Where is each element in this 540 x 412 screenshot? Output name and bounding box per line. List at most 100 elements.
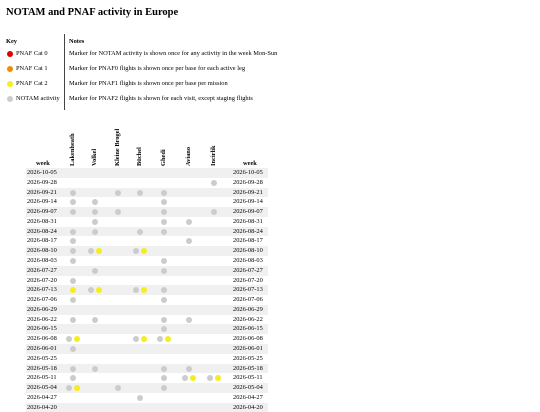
row-stripe [26,265,268,276]
note: Marker for PNAF2 flights is shown for ea… [69,95,253,102]
base-header: Ghedi [160,149,167,166]
week-label: 2026-05-11 [233,374,263,382]
divider [64,34,65,110]
marker [66,336,73,343]
row-stripe [26,226,268,237]
title: NOTAM and PNAF activity in Europe [6,7,179,18]
note: Marker for PNAF0 flights is shown once p… [69,65,246,72]
week-label: 2026-06-22 [233,315,263,323]
marker [92,228,98,235]
week-label: 2026-08-24 [233,227,263,235]
week-label: 2026-06-08 [233,335,263,343]
key-dot [7,81,13,87]
marker [161,189,167,196]
row-stripe [26,168,268,178]
week-label: 2026-07-13 [233,286,263,294]
marker [115,209,121,216]
row-stripe [26,324,268,335]
week-label: 2026-07-20 [27,276,57,284]
week-label: 2026-06-22 [27,315,57,323]
row-stripe [26,285,268,296]
marker [137,394,143,401]
base-header: Aviano [185,146,192,166]
marker [92,209,98,216]
row-stripe [26,383,268,393]
marker [161,267,167,274]
week-label: 2026-09-21 [27,188,57,196]
marker [73,385,80,392]
marker [161,218,167,225]
week-label: 2026-05-04 [233,384,263,392]
marker [95,248,102,255]
base-header: Volkel [91,148,98,166]
week-label: 2026-08-10 [27,247,57,255]
marker [92,267,98,274]
week-label: 2026-09-28 [27,178,57,186]
week-label: 2026-08-03 [233,257,263,265]
marker [186,365,192,372]
week-label: 2026-07-20 [233,276,263,284]
marker [161,326,167,333]
week-label: 2026-08-31 [233,217,263,225]
marker [164,336,171,343]
marker [186,316,192,323]
marker [207,375,214,382]
marker [133,287,140,294]
marker [161,385,167,392]
week-label: 2026-10-05 [27,169,57,176]
marker [70,189,76,196]
marker [211,179,217,186]
week-label: 2026-08-31 [27,217,57,225]
marker [186,218,192,225]
week-label: 2026-07-06 [233,296,263,304]
note: Marker for NOTAM activity is shown once … [69,50,278,57]
week-label: 2026-05-25 [233,354,263,362]
marker [157,336,164,343]
week-label: 2026-10-05 [233,169,263,176]
marker [115,385,121,392]
marker [161,228,167,235]
week-label: 2026-09-21 [233,188,263,196]
marker [66,385,73,392]
key-dot [7,66,13,72]
marker [88,287,95,294]
key-label: PNAF Cat 1 [16,65,48,72]
week-label: 2026-05-18 [27,364,57,372]
week-label: 2026-09-07 [27,208,57,216]
week-label: 2026-05-18 [233,364,263,372]
row-stripe [26,207,268,217]
marker [133,248,140,255]
key-dot [7,96,13,102]
week-label: 2026-09-07 [233,208,263,216]
week-label: 2026-08-17 [27,237,57,245]
marker [115,189,121,196]
week-label: 2026-05-25 [27,354,57,362]
marker [70,277,76,284]
week-label: 2026-07-06 [27,296,57,304]
week-label: 2026-06-15 [27,325,57,333]
marker [70,238,76,245]
row-stripe [26,187,268,198]
week-label: 2026-06-08 [27,335,57,343]
week-label: 2026-06-15 [233,325,263,333]
marker [70,316,76,323]
marker [161,375,167,382]
week-label: 2026-09-14 [27,198,57,206]
key-label: NOTAM activity [16,95,60,102]
week-label: 2026-05-11 [27,374,57,382]
week-label: 2026-05-04 [27,384,57,392]
row-stripe [26,304,268,315]
marker [70,375,76,382]
marker [92,316,98,323]
marker [161,365,167,372]
marker [161,287,167,294]
marker [214,375,221,382]
marker [161,199,167,206]
week-label: 2026-07-27 [27,266,57,274]
marker [70,365,76,372]
week-label: 2026-09-28 [233,178,263,186]
marker [70,258,76,265]
marker [70,346,76,353]
marker [140,287,147,294]
